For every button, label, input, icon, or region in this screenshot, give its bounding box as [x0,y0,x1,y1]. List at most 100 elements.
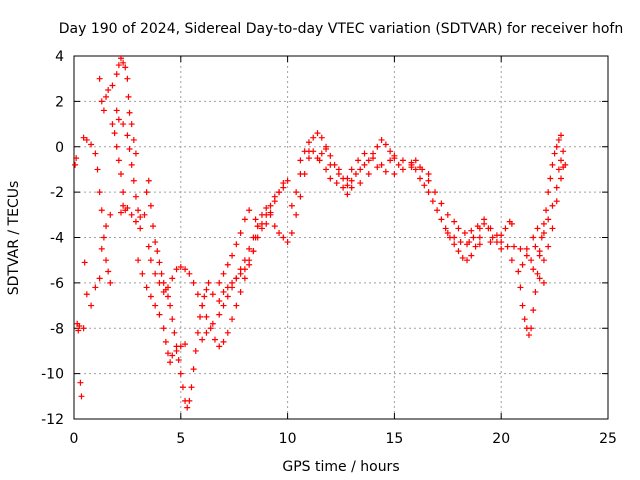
data-point [357,166,364,173]
data-point [355,157,362,164]
data-point [167,302,174,309]
data-point [489,234,496,241]
data-point [167,359,174,366]
data-point [395,161,402,168]
data-point [156,259,163,266]
data-point [233,275,240,282]
data-point [145,177,152,184]
data-point [323,166,330,173]
data-point [192,347,199,354]
data-point [485,225,492,232]
data-point [75,327,82,334]
data-point [152,239,159,246]
data-point [466,239,473,246]
data-point [143,189,150,196]
data-point [229,316,236,323]
data-point [444,211,451,218]
data-point [293,189,300,196]
data-point [103,223,110,230]
data-point [122,64,129,71]
data-point [301,148,308,155]
data-point [459,254,466,261]
data-point [310,134,317,141]
data-point [88,141,95,148]
data-point [560,164,567,171]
data-point [258,220,265,227]
data-point [156,279,163,286]
data-point [152,270,159,277]
data-point [254,223,261,230]
data-point [120,121,127,128]
data-point [470,234,477,241]
data-point [177,343,184,350]
data-point [120,202,127,209]
data-point [130,177,137,184]
data-point [382,168,389,175]
data-point [327,152,334,159]
data-point [224,284,231,291]
data-point [545,189,552,196]
data-point [241,275,248,282]
data-point [438,216,445,223]
data-point [169,275,176,282]
data-point [267,209,274,216]
data-point [521,316,528,323]
data-point [534,270,541,277]
data-point [126,109,133,116]
data-point [224,293,231,300]
data-point [186,270,193,277]
data-point [517,245,524,252]
data-point [487,239,494,246]
data-point [323,146,330,153]
data-point [147,202,154,209]
data-point [429,198,436,205]
data-point [276,229,283,236]
data-point [508,257,515,264]
data-point [434,207,441,214]
data-point [164,293,171,300]
data-point [378,161,385,168]
data-point [92,150,99,157]
data-point [237,288,244,295]
data-point [327,161,334,168]
data-point [297,193,304,200]
data-point [504,243,511,250]
data-point [77,379,84,386]
data-point [498,245,505,252]
data-point [73,155,80,162]
data-point [205,279,212,286]
data-point [81,259,88,266]
data-point [519,261,526,268]
data-point [318,134,325,141]
data-point [333,180,340,187]
data-point [271,193,278,200]
data-point [314,130,321,137]
data-point [141,211,148,218]
data-point [425,177,432,184]
data-point [83,136,90,143]
data-point [276,189,283,196]
data-point [545,243,552,250]
data-point [344,175,351,182]
data-point [98,207,105,214]
data-point [558,132,565,139]
data-point [399,157,406,164]
x-tick-label: 15 [385,431,403,447]
data-point [530,266,537,273]
data-point [515,268,522,275]
data-point [164,284,171,291]
data-point [173,266,180,273]
data-point [124,132,131,139]
data-point [132,218,139,225]
data-point [207,325,214,332]
data-point [549,225,556,232]
data-point [387,157,394,164]
data-point [517,284,524,291]
x-tick-label: 5 [176,431,185,447]
data-point [340,184,347,191]
data-point [188,384,195,391]
data-point [237,229,244,236]
data-point [125,93,132,100]
data-point [147,257,154,264]
